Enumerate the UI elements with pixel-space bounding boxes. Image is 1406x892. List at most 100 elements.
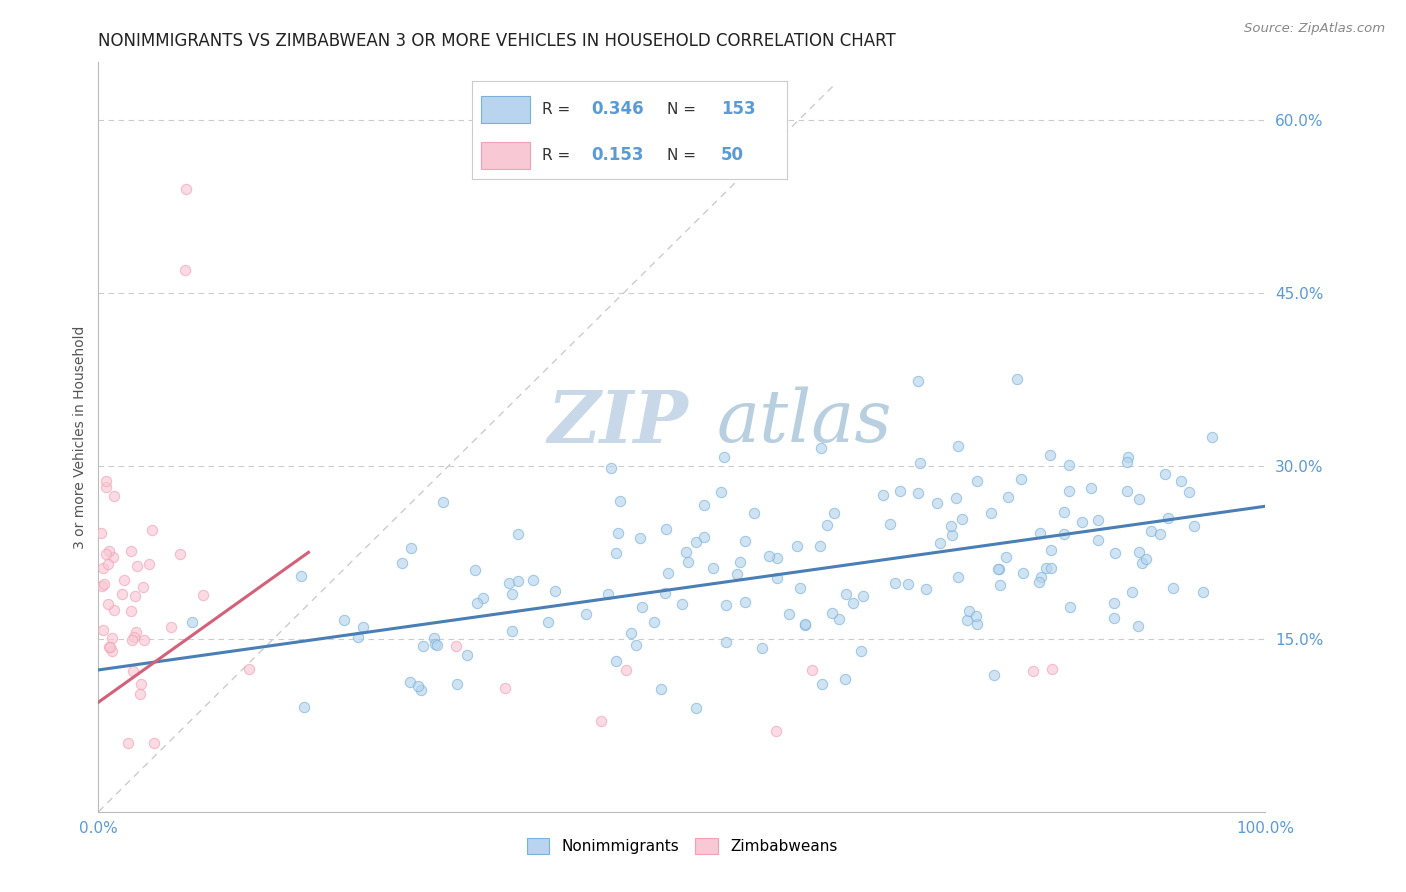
Point [522,573,544,587]
Point [1029,525,1052,540]
Point [872,488,894,502]
Point [928,535,950,549]
Point [766,551,789,566]
Point [501,624,523,638]
Point [779,607,801,621]
Point [654,586,676,600]
Point [1102,596,1125,610]
Point [643,615,665,630]
Point [794,618,817,632]
Point [693,498,716,512]
Point [997,490,1019,504]
Point [910,456,932,470]
Point [889,483,911,498]
Point [536,615,558,630]
Point [101,643,124,657]
Point [141,523,163,537]
Point [117,735,139,749]
Point [713,450,735,464]
Point [1053,504,1076,518]
Point [1021,664,1043,678]
Point [1192,584,1215,599]
Point [624,638,647,652]
Point [134,632,156,647]
Point [966,609,988,624]
Point [605,654,627,668]
Point [1149,526,1171,541]
Point [1157,511,1180,525]
Point [290,569,312,583]
Point [834,673,856,687]
Point [607,525,630,540]
Point [90,525,112,540]
Point [766,571,789,585]
Point [506,527,529,541]
Point [675,545,697,559]
Point [98,640,121,654]
Point [728,555,751,569]
Point [103,603,125,617]
Point [91,624,114,638]
Point [631,600,654,615]
Point [811,677,834,691]
Point [823,506,845,520]
Point [589,714,612,728]
Point [464,563,486,577]
Point [966,617,988,632]
Point [852,590,875,604]
Point [1178,484,1201,499]
Legend: Nonimmigrants, Zimbabweans: Nonimmigrants, Zimbabweans [520,832,844,860]
Point [423,631,446,645]
Point [925,496,948,510]
Y-axis label: 3 or more Vehicles in Household: 3 or more Vehicles in Household [73,326,87,549]
Point [614,664,637,678]
Point [734,534,756,549]
Point [1040,662,1063,676]
Point [810,441,832,455]
Point [1102,611,1125,625]
Point [1128,491,1150,506]
Point [124,589,146,603]
Point [628,532,651,546]
Point [91,579,114,593]
Point [983,667,1005,681]
Point [456,648,478,662]
Point [93,577,115,591]
Point [101,549,124,564]
Point [391,556,413,570]
Point [1028,575,1050,590]
Point [191,588,214,602]
Point [950,512,973,526]
Point [946,439,969,453]
Point [399,541,422,556]
Text: Source: ZipAtlas.com: Source: ZipAtlas.com [1244,22,1385,36]
Point [111,587,134,601]
Point [988,578,1011,592]
Point [957,604,980,618]
Point [1012,566,1035,581]
Point [1140,524,1163,539]
Point [122,630,145,644]
Point [399,675,422,690]
Point [498,575,520,590]
Point [620,626,643,640]
Point [794,616,817,631]
Point [693,529,716,543]
Point [446,677,468,691]
Point [423,637,446,651]
Point [238,662,260,676]
Point [346,630,368,644]
Point [596,587,619,601]
Point [948,570,970,584]
Point [1201,430,1223,444]
Point [112,573,135,587]
Point [174,182,197,196]
Point [1170,474,1192,488]
Point [138,557,160,571]
Point [471,591,494,605]
Point [575,607,598,621]
Point [884,575,907,590]
Point [94,474,117,488]
Point [128,688,150,702]
Point [169,547,191,561]
